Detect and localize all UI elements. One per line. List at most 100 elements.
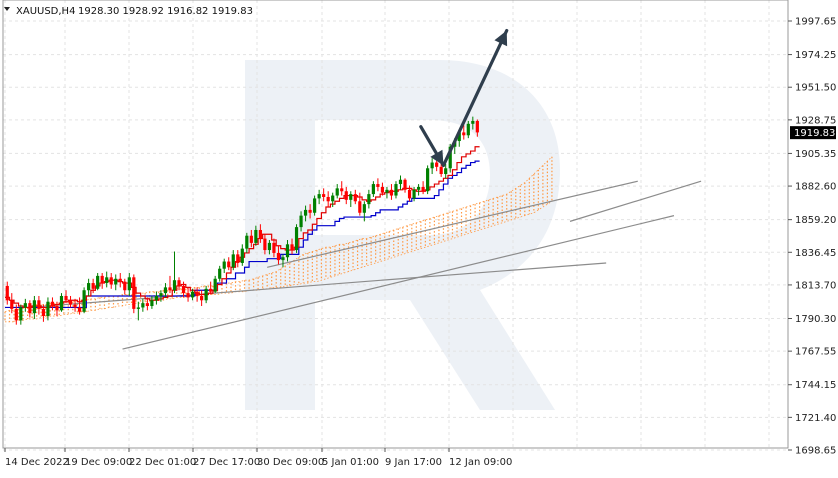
- candle-bullish: [313, 198, 317, 213]
- y-tick-label: 1698.65: [795, 446, 836, 457]
- candle-bullish: [430, 162, 434, 169]
- y-tick-label: 1767.55: [795, 347, 836, 358]
- plot-frame: [2, 0, 789, 449]
- dropdown-triangle-icon[interactable]: [4, 7, 10, 11]
- candle-bearish: [276, 252, 281, 261]
- candle-bullish: [150, 300, 154, 307]
- candle-bearish: [200, 295, 204, 301]
- candle-bearish: [272, 242, 276, 253]
- candle-bullish: [23, 303, 27, 308]
- channel-line: [569, 180, 702, 222]
- price-tag-background: [790, 126, 836, 140]
- candle-bearish: [55, 306, 59, 311]
- candle-bullish: [385, 189, 389, 193]
- candle-bullish: [96, 275, 100, 289]
- candle-bullish: [466, 123, 470, 136]
- candle-bullish: [416, 186, 421, 190]
- candle-bullish: [303, 209, 308, 216]
- y-tick-label: 1905.35: [795, 149, 836, 160]
- candle-bullish: [222, 261, 226, 269]
- cloud-senkou-b: [5, 200, 553, 323]
- arrow-down-head: [430, 149, 444, 166]
- kijun-line: [5, 160, 480, 309]
- candle-bearish: [258, 229, 262, 239]
- x-tick-label: 30 Dec 09:00: [257, 457, 324, 468]
- channel-line: [27, 262, 607, 309]
- candle-bearish: [28, 303, 32, 314]
- candle-bullish: [349, 194, 353, 200]
- candle-bearish: [10, 300, 14, 309]
- candle-bearish: [145, 303, 149, 307]
- candle-bullish: [172, 280, 177, 291]
- candle-bearish: [109, 277, 113, 285]
- candle-bearish: [344, 191, 348, 200]
- candle-bearish: [186, 293, 190, 298]
- candle-bearish: [227, 261, 231, 268]
- chart-grid: [3, 0, 788, 451]
- candle-bearish: [407, 189, 412, 199]
- candle-bearish: [68, 300, 73, 305]
- symbol-label: XAUUSD,H4: [16, 6, 75, 17]
- chart-header: XAUUSD,H4 1928.30 1928.92 1916.82 1919.8…: [4, 6, 253, 17]
- candle-bearish: [37, 300, 41, 309]
- y-tick-label: 1951.50: [795, 83, 836, 94]
- x-tick-label: 22 Dec 01:00: [129, 457, 196, 468]
- y-tick-label: 1997.65: [795, 17, 836, 28]
- candle-bearish: [322, 194, 326, 197]
- x-tick-label: 9 Jan 17:00: [385, 457, 442, 468]
- candle-bullish: [367, 194, 371, 205]
- candle-bearish: [123, 281, 127, 291]
- candle-bearish: [249, 235, 253, 243]
- candle-bullish: [267, 242, 272, 251]
- candle-bearish: [14, 308, 18, 321]
- candle-bullish: [299, 215, 303, 228]
- candle-bullish: [114, 278, 118, 285]
- candle-bearish: [236, 254, 240, 263]
- candle-bullish: [231, 254, 235, 268]
- candle-bearish: [403, 179, 407, 190]
- channel-line: [122, 215, 675, 350]
- candle-bearish: [50, 301, 55, 307]
- candle-bearish: [435, 162, 439, 167]
- candle-bullish: [46, 301, 50, 317]
- candle-bullish: [218, 268, 222, 279]
- channel-line: [267, 180, 638, 268]
- forecast-arrows: [419, 28, 509, 168]
- x-tick-label: 14 Dec 2022: [5, 457, 69, 468]
- y-tick-label: 1974.25: [795, 50, 836, 61]
- arrow-up-shaft: [441, 28, 509, 168]
- ohlc-values: 1928.30 1928.92 1916.82 1919.83: [78, 6, 253, 17]
- candle-bullish: [281, 257, 285, 261]
- candle-bearish: [358, 201, 362, 213]
- candle-bearish: [376, 184, 380, 187]
- candle-bearish: [64, 295, 68, 301]
- candle-bearish: [5, 285, 9, 301]
- y-tick-label: 1721.40: [795, 413, 836, 424]
- candle-bullish: [141, 303, 145, 308]
- candle-bearish: [91, 283, 95, 289]
- candle-bullish: [371, 184, 375, 195]
- candle-bullish: [105, 277, 109, 284]
- y-tick-label: 1744.15: [795, 380, 836, 391]
- candle-bullish: [163, 287, 168, 294]
- candle-bearish: [118, 278, 122, 282]
- candle-bullish: [245, 235, 249, 249]
- candle-bullish: [159, 293, 163, 296]
- candle-bullish: [154, 295, 159, 301]
- trend-channels: [27, 180, 702, 350]
- candle-bearish: [263, 238, 267, 251]
- candle-bullish: [204, 288, 208, 301]
- candle-bearish: [100, 275, 104, 284]
- candle-bearish: [132, 277, 136, 309]
- candle-bearish: [380, 186, 385, 193]
- candle-bullish: [448, 146, 452, 169]
- candle-bearish: [41, 308, 46, 317]
- candle-bullish: [87, 283, 91, 291]
- candle-bullish: [331, 195, 335, 202]
- candle-bullish: [59, 295, 64, 311]
- y-tick-label: 1790.30: [795, 314, 836, 325]
- candle-bullish: [335, 188, 339, 196]
- x-tick-label: 27 Dec 17:00: [193, 457, 260, 468]
